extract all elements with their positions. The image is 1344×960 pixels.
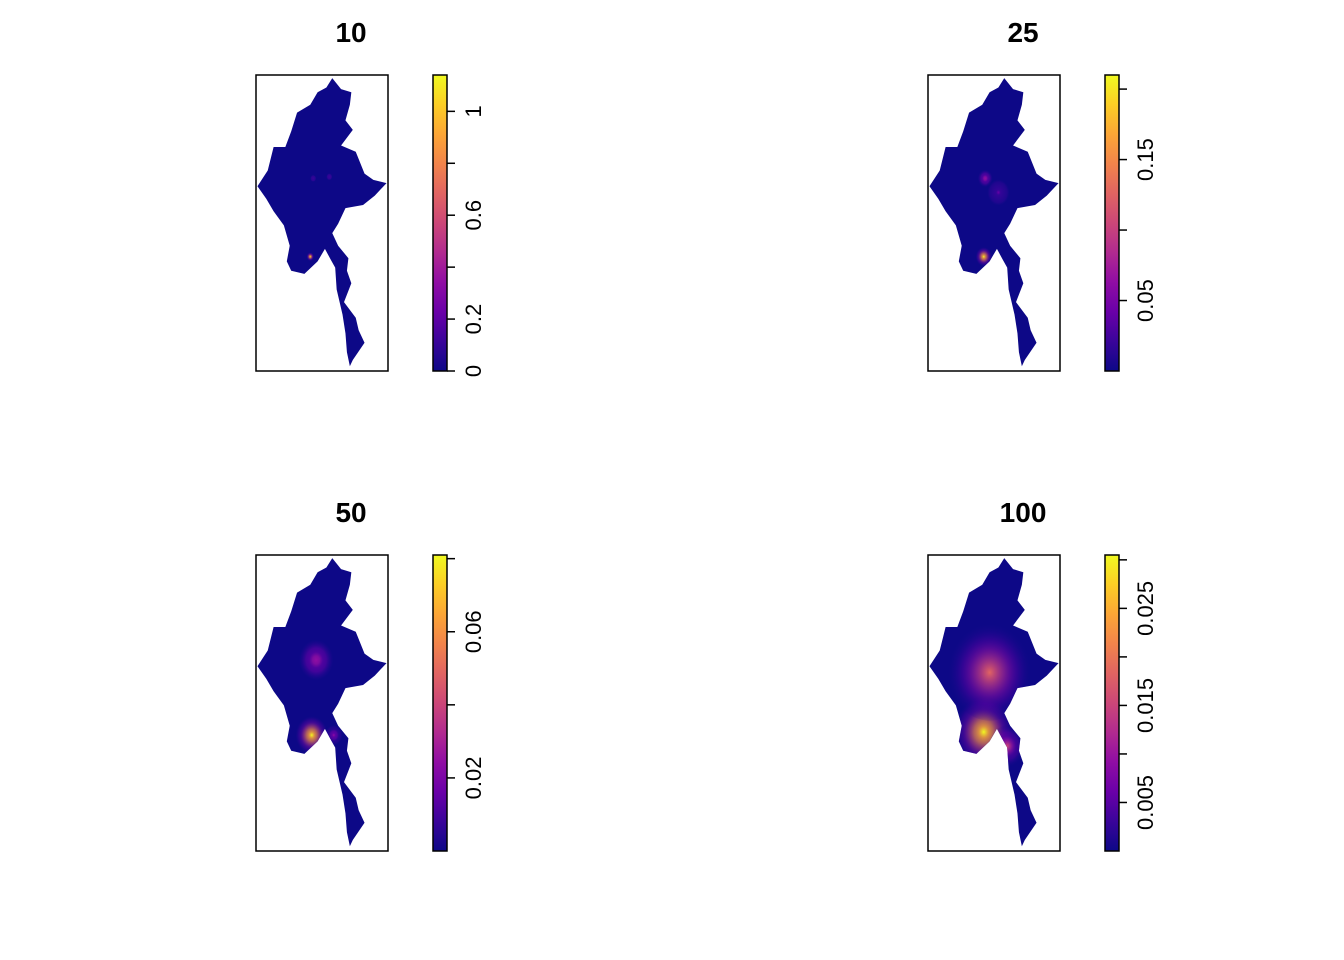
map-frame <box>927 554 1061 852</box>
hotspot-layer <box>975 168 1012 267</box>
hotspot <box>323 169 336 184</box>
map-frame <box>927 74 1061 372</box>
legend-tick-label: 0.2 <box>461 304 486 335</box>
map-base-fill <box>929 78 1059 367</box>
hotspot <box>985 176 1012 208</box>
legend-tick-label: 0.025 <box>1133 581 1158 636</box>
legend-tick-label: 0.15 <box>1133 138 1158 181</box>
panel-title: 100 <box>1000 497 1047 528</box>
legend-colorbar <box>432 554 448 852</box>
panel-title: 10 <box>335 17 366 48</box>
legend-tick-label: 0.005 <box>1133 775 1158 830</box>
hotspot <box>306 252 314 261</box>
hotspot <box>308 173 318 184</box>
legend-tick-label: 0.02 <box>461 756 486 799</box>
hotspot-layer <box>948 624 1031 767</box>
hotspot <box>948 624 1031 721</box>
map-panel-10: 10 0 0.2 0.6 1 <box>255 17 486 377</box>
hotspot <box>975 247 992 267</box>
legend-tick-label: 0.05 <box>1133 279 1158 322</box>
panel-title: 50 <box>335 497 366 528</box>
map-panel-25: 25 0.05 0.15 <box>927 17 1158 372</box>
hotspot-layer <box>306 169 336 261</box>
hotspot <box>989 725 1025 767</box>
panels-group: 1000.20.61250.050.15500.020.061000.0050.… <box>255 17 1158 852</box>
map-frame <box>255 554 389 852</box>
map-frame <box>255 74 389 372</box>
legend-colorbar <box>1104 74 1120 372</box>
legend-tick-label: 0 <box>461 365 486 377</box>
map-base-fill <box>257 78 387 367</box>
legend-colorbar <box>432 74 448 372</box>
legend-tick-label: 0.6 <box>461 200 486 231</box>
map-panel-100: 100 0.005 0.015 0.025 <box>927 497 1158 852</box>
hotspot <box>295 716 328 755</box>
hotspot <box>323 723 344 748</box>
legend-tick-label: 0.06 <box>461 610 486 653</box>
panel-title: 25 <box>1007 17 1038 48</box>
legend-tick-label: 0.015 <box>1133 678 1158 733</box>
legend-colorbar <box>1104 554 1120 852</box>
map-base-fill <box>257 558 387 847</box>
hotspot <box>295 635 337 685</box>
legend-tick-label: 1 <box>461 105 486 117</box>
map-panel-50: 50 0.02 0.06 <box>255 497 486 852</box>
